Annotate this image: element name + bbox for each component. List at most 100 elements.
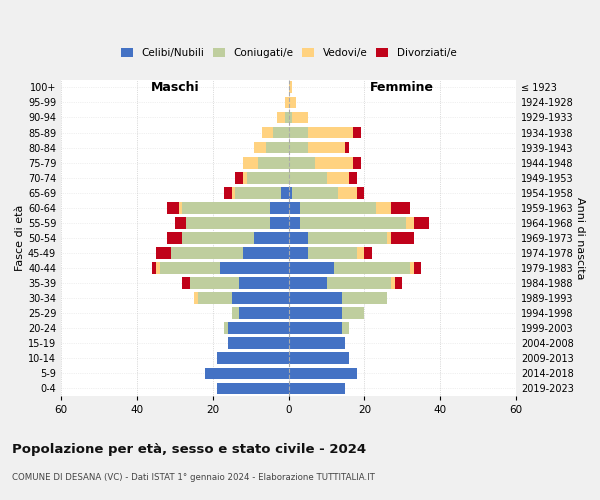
- Text: Maschi: Maschi: [151, 80, 199, 94]
- Bar: [308, 126, 353, 138]
- Bar: [289, 262, 334, 274]
- Bar: [175, 217, 186, 228]
- Bar: [235, 172, 243, 184]
- Bar: [167, 232, 182, 244]
- Text: Femmine: Femmine: [370, 80, 434, 94]
- Text: COMUNE DI DESANA (VC) - Dati ISTAT 1° gennaio 2024 - Elaborazione TUTTITALIA.IT: COMUNE DI DESANA (VC) - Dati ISTAT 1° ge…: [12, 472, 375, 482]
- Y-axis label: Fasce di età: Fasce di età: [15, 204, 25, 271]
- Bar: [217, 382, 289, 394]
- Bar: [182, 202, 269, 213]
- Bar: [254, 142, 266, 154]
- Text: Popolazione per età, sesso e stato civile - 2024: Popolazione per età, sesso e stato civil…: [12, 442, 366, 456]
- Bar: [224, 187, 232, 198]
- Bar: [289, 352, 349, 364]
- Bar: [232, 292, 289, 304]
- Bar: [266, 142, 289, 154]
- Bar: [406, 217, 414, 228]
- Bar: [247, 172, 289, 184]
- Bar: [269, 217, 289, 228]
- Bar: [186, 217, 269, 228]
- Bar: [243, 157, 258, 168]
- Bar: [292, 187, 338, 198]
- Bar: [341, 292, 387, 304]
- Bar: [274, 126, 289, 138]
- Bar: [289, 232, 308, 244]
- Bar: [308, 232, 387, 244]
- Bar: [364, 247, 372, 259]
- Bar: [277, 112, 285, 124]
- Bar: [243, 172, 247, 184]
- Bar: [357, 247, 364, 259]
- Bar: [289, 126, 308, 138]
- Bar: [391, 232, 414, 244]
- Bar: [289, 322, 341, 334]
- Bar: [217, 352, 289, 364]
- Bar: [262, 126, 274, 138]
- Bar: [289, 308, 341, 319]
- Bar: [308, 247, 357, 259]
- Bar: [179, 202, 182, 213]
- Bar: [289, 112, 292, 124]
- Bar: [387, 232, 391, 244]
- Bar: [243, 247, 289, 259]
- Bar: [300, 202, 376, 213]
- Bar: [228, 322, 289, 334]
- Bar: [160, 262, 220, 274]
- Bar: [269, 202, 289, 213]
- Bar: [289, 247, 308, 259]
- Bar: [182, 277, 190, 289]
- Bar: [338, 187, 357, 198]
- Bar: [156, 262, 160, 274]
- Bar: [285, 96, 289, 108]
- Bar: [289, 292, 341, 304]
- Bar: [194, 292, 197, 304]
- Bar: [315, 157, 353, 168]
- Bar: [289, 96, 296, 108]
- Bar: [326, 172, 349, 184]
- Bar: [308, 142, 346, 154]
- Bar: [391, 202, 410, 213]
- Bar: [289, 202, 300, 213]
- Bar: [156, 247, 171, 259]
- Bar: [232, 308, 239, 319]
- Bar: [353, 157, 361, 168]
- Bar: [285, 112, 289, 124]
- Bar: [152, 262, 156, 274]
- Bar: [281, 187, 289, 198]
- Bar: [239, 308, 289, 319]
- Bar: [341, 308, 364, 319]
- Bar: [190, 277, 239, 289]
- Bar: [289, 338, 346, 349]
- Bar: [197, 292, 232, 304]
- Bar: [289, 142, 308, 154]
- Bar: [289, 368, 357, 380]
- Bar: [289, 172, 326, 184]
- Bar: [232, 187, 235, 198]
- Bar: [289, 82, 292, 93]
- Bar: [289, 187, 292, 198]
- Bar: [167, 202, 179, 213]
- Bar: [220, 262, 289, 274]
- Bar: [205, 368, 289, 380]
- Bar: [376, 202, 391, 213]
- Bar: [292, 112, 308, 124]
- Bar: [239, 277, 289, 289]
- Bar: [182, 232, 254, 244]
- Bar: [171, 247, 243, 259]
- Bar: [341, 322, 349, 334]
- Bar: [289, 217, 300, 228]
- Bar: [391, 277, 395, 289]
- Bar: [254, 232, 289, 244]
- Bar: [258, 157, 289, 168]
- Bar: [395, 277, 403, 289]
- Bar: [349, 172, 357, 184]
- Y-axis label: Anni di nascita: Anni di nascita: [575, 196, 585, 279]
- Bar: [224, 322, 228, 334]
- Bar: [289, 277, 326, 289]
- Legend: Celibi/Nubili, Coniugati/e, Vedovi/e, Divorziati/e: Celibi/Nubili, Coniugati/e, Vedovi/e, Di…: [116, 44, 461, 62]
- Bar: [300, 217, 406, 228]
- Bar: [414, 262, 421, 274]
- Bar: [334, 262, 410, 274]
- Bar: [353, 126, 361, 138]
- Bar: [346, 142, 349, 154]
